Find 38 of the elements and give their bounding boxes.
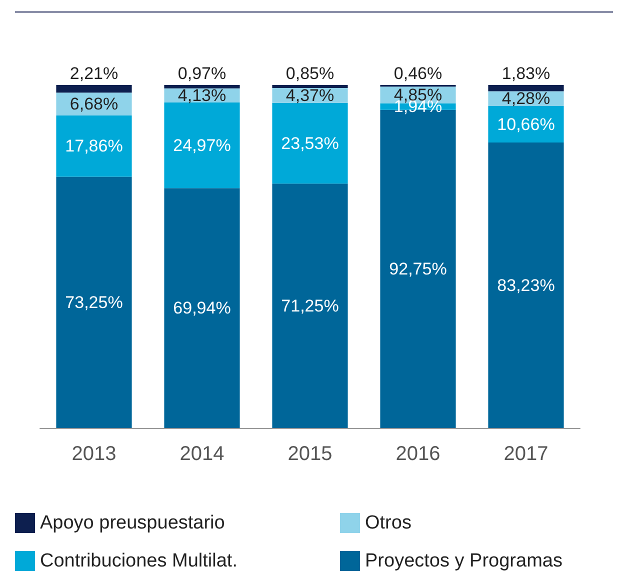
data-label: 92,75% <box>389 259 447 278</box>
data-label: 4,13% <box>178 86 226 105</box>
x-tick-label: 2015 <box>288 443 332 465</box>
legend-label: Apoyo preuspuestario <box>40 512 225 534</box>
bar <box>488 142 564 428</box>
data-label: 1,83% <box>502 64 550 84</box>
x-tick-label: 2016 <box>396 443 440 465</box>
legend-label: Otros <box>365 512 412 534</box>
bar <box>272 184 348 428</box>
data-label: 0,97% <box>178 64 226 83</box>
data-label: 6,68% <box>70 94 118 114</box>
data-label: 69,94% <box>173 298 231 318</box>
bar <box>488 85 564 92</box>
data-label: 73,25% <box>65 292 123 312</box>
data-label: 83,23% <box>497 276 555 295</box>
x-tick-label: 2014 <box>180 443 224 465</box>
legend-label: Proyectos y Programas <box>365 550 562 572</box>
bar <box>56 116 132 177</box>
data-label: 17,86% <box>65 136 123 156</box>
bar <box>164 85 240 88</box>
legend-label: Contribuciones Multilat. <box>40 550 238 572</box>
data-label: 2,21% <box>70 64 118 84</box>
data-label: 0,85% <box>286 64 334 84</box>
x-tick-label: 2017 <box>504 443 548 465</box>
bar <box>164 188 240 428</box>
bar <box>56 176 132 428</box>
data-label: 23,53% <box>281 134 339 153</box>
bar <box>56 85 132 93</box>
data-label: 4,37% <box>286 86 334 105</box>
data-label: 71,25% <box>281 296 339 316</box>
bar <box>272 102 348 184</box>
data-label: 4,28% <box>502 89 550 108</box>
data-label: 24,97% <box>173 136 231 155</box>
bar <box>164 102 240 188</box>
data-label: 0,46% <box>394 64 442 84</box>
x-tick-label: 2013 <box>72 443 116 465</box>
bar <box>272 85 348 88</box>
data-label: 10,66% <box>497 114 555 134</box>
